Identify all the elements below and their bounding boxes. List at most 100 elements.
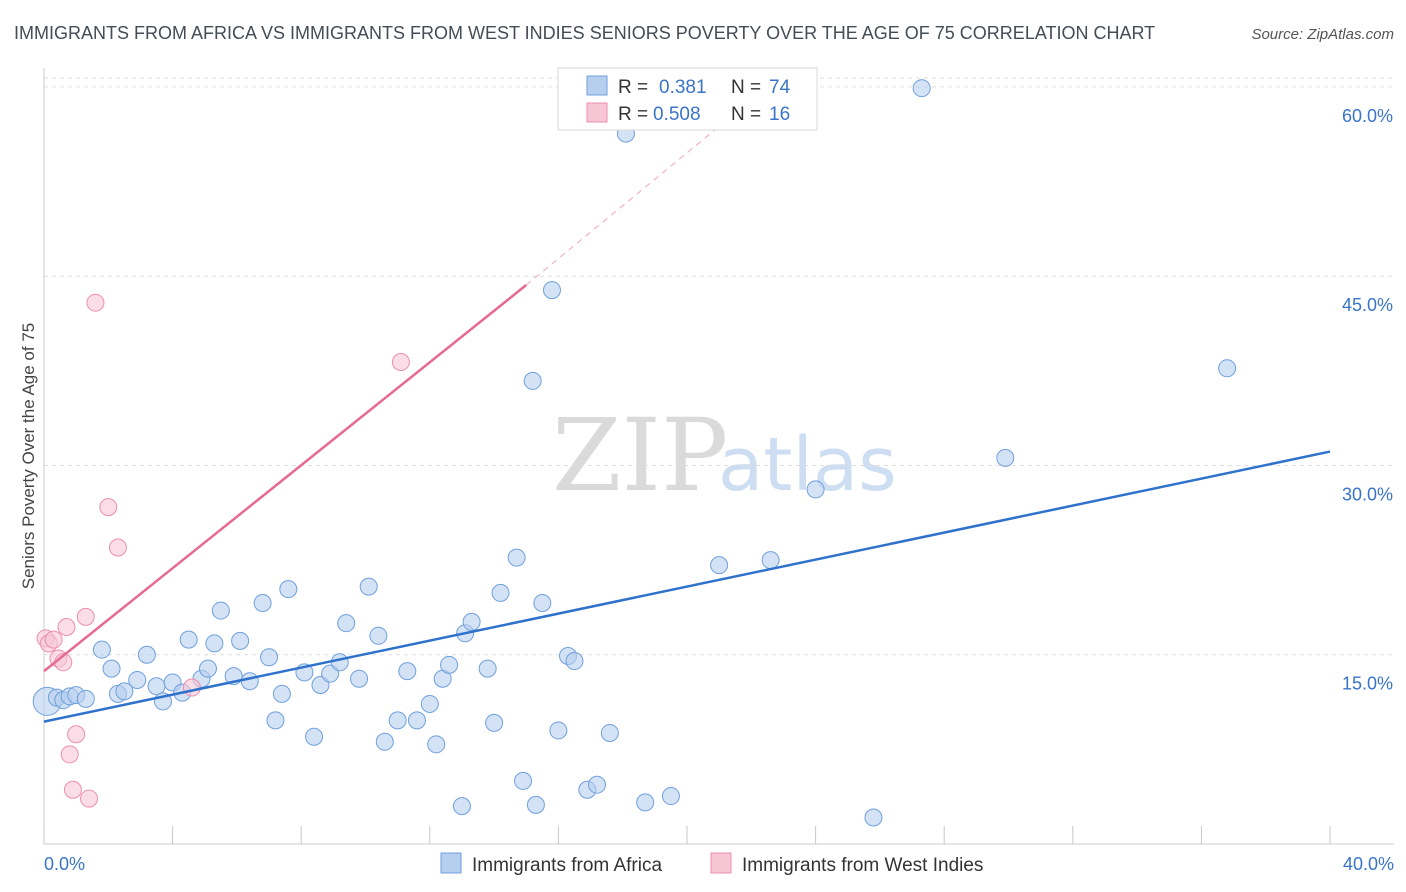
legend-west-indies-n-value: 16 xyxy=(769,104,790,125)
west-indies-point-12 xyxy=(99,498,118,517)
africa-point-70 xyxy=(912,79,931,98)
africa-point-37 xyxy=(369,626,388,645)
legend-africa-r-label: R = xyxy=(618,77,648,98)
watermark-zip: ZIP xyxy=(552,397,728,514)
africa-point-33 xyxy=(330,653,349,672)
africa-point-23 xyxy=(240,672,259,691)
y-axis-label: Seniors Poverty Over the Age of 75 xyxy=(19,323,38,589)
west-indies-point-15 xyxy=(391,352,410,371)
africa-point-24 xyxy=(253,593,272,612)
africa-point-18 xyxy=(198,659,217,678)
africa-point-51 xyxy=(507,548,526,567)
x-tick-label-max: 40.0% xyxy=(1343,854,1394,874)
legend-swatch-west-indies xyxy=(586,102,608,123)
africa-point-5 xyxy=(76,689,95,708)
legend-africa-r-value: 0.381 xyxy=(659,77,707,98)
africa-point-66 xyxy=(710,556,729,575)
africa-point-19 xyxy=(205,634,224,653)
africa-point-71 xyxy=(996,448,1015,467)
africa-point-68 xyxy=(806,480,825,499)
africa-point-53 xyxy=(526,795,545,814)
west-indies-point-6 xyxy=(60,745,79,764)
x-tick-label-min: 0.0% xyxy=(44,854,85,874)
x-ticks xyxy=(43,826,1331,844)
africa-point-45 xyxy=(440,655,459,674)
y-tick-labels: 15.0% 30.0% 45.0% 60.0% xyxy=(1342,106,1393,694)
series-west-indies-points xyxy=(36,293,410,808)
chart-source: Source: ZipAtlas.com xyxy=(1251,26,1394,43)
africa-point-56 xyxy=(542,281,561,300)
africa-point-47 xyxy=(462,612,481,631)
bottom-legend-swatch-africa xyxy=(440,852,462,874)
legend-swatch-africa xyxy=(586,75,608,96)
africa-point-38 xyxy=(375,732,394,751)
west-indies-point-2 xyxy=(44,630,63,649)
legend-west-indies-r-label: R = xyxy=(618,104,648,125)
africa-point-49 xyxy=(485,713,504,732)
africa-point-52 xyxy=(514,771,533,790)
west-indies-point-13 xyxy=(108,538,127,557)
africa-point-28 xyxy=(279,580,298,599)
legend-west-indies-n-label: N = xyxy=(731,104,761,125)
africa-point-11 xyxy=(137,645,156,664)
africa-point-50 xyxy=(491,583,510,602)
west-indies-point-5 xyxy=(57,617,76,636)
africa-point-25 xyxy=(260,648,279,667)
west-indies-point-10 xyxy=(80,789,99,808)
africa-point-62 xyxy=(600,723,619,742)
west-indies-trend-line xyxy=(43,284,528,673)
africa-point-22 xyxy=(231,631,250,650)
bottom-legend-swatch-west-indies xyxy=(710,852,732,874)
y-tick-label-60: 60.0% xyxy=(1342,106,1393,126)
africa-point-61 xyxy=(587,775,606,794)
africa-point-35 xyxy=(350,669,369,688)
africa-point-57 xyxy=(549,721,568,740)
africa-point-42 xyxy=(420,694,439,713)
africa-point-72 xyxy=(1218,359,1237,378)
west-indies-point-8 xyxy=(67,725,86,744)
legend-africa-n-value: 74 xyxy=(769,77,791,98)
west-indies-point-7 xyxy=(63,780,82,799)
africa-point-48 xyxy=(478,659,497,678)
africa-point-36 xyxy=(359,577,378,596)
africa-point-59 xyxy=(565,652,584,671)
africa-point-6 xyxy=(92,640,111,659)
bottom-legend-africa: Immigrants from Africa xyxy=(472,855,662,876)
west-indies-trend-extension xyxy=(525,118,730,286)
africa-point-16 xyxy=(179,630,198,649)
africa-point-9 xyxy=(115,682,134,701)
africa-point-20 xyxy=(211,601,230,620)
y-tick-label-15: 15.0% xyxy=(1342,674,1393,694)
africa-point-43 xyxy=(427,735,446,754)
africa-point-64 xyxy=(636,793,655,812)
west-indies-point-11 xyxy=(86,293,105,312)
africa-trend-line xyxy=(43,450,1331,723)
legend-box: R = 0.381 N = 74 R = 0.508 N = 16 xyxy=(557,67,818,131)
africa-point-26 xyxy=(266,711,285,730)
africa-point-41 xyxy=(407,711,426,730)
africa-point-69 xyxy=(864,808,883,827)
africa-point-39 xyxy=(388,711,407,730)
bottom-legend: Immigrants from Africa Immigrants from W… xyxy=(440,852,983,876)
africa-point-12 xyxy=(147,677,166,696)
africa-point-40 xyxy=(398,662,417,681)
y-tick-label-45: 45.0% xyxy=(1342,295,1393,315)
africa-point-27 xyxy=(272,684,291,703)
y-tick-label-30: 30.0% xyxy=(1342,484,1393,504)
africa-point-67 xyxy=(761,551,780,570)
africa-point-73 xyxy=(452,797,471,816)
trend-lines xyxy=(43,118,1331,723)
africa-point-34 xyxy=(337,614,356,633)
africa-point-54 xyxy=(533,593,552,612)
legend-africa-n-label: N = xyxy=(731,77,761,98)
africa-point-30 xyxy=(305,727,324,746)
chart-title: IMMIGRANTS FROM AFRICA VS IMMIGRANTS FRO… xyxy=(14,23,1155,43)
africa-point-10 xyxy=(128,670,147,689)
bottom-legend-west-indies: Immigrants from West Indies xyxy=(742,855,983,876)
west-indies-point-9 xyxy=(76,607,95,626)
legend-west-indies-r-value: 0.508 xyxy=(653,104,701,125)
africa-point-65 xyxy=(661,787,680,806)
watermark: ZIP atlas xyxy=(552,397,897,514)
africa-point-55 xyxy=(523,371,542,390)
